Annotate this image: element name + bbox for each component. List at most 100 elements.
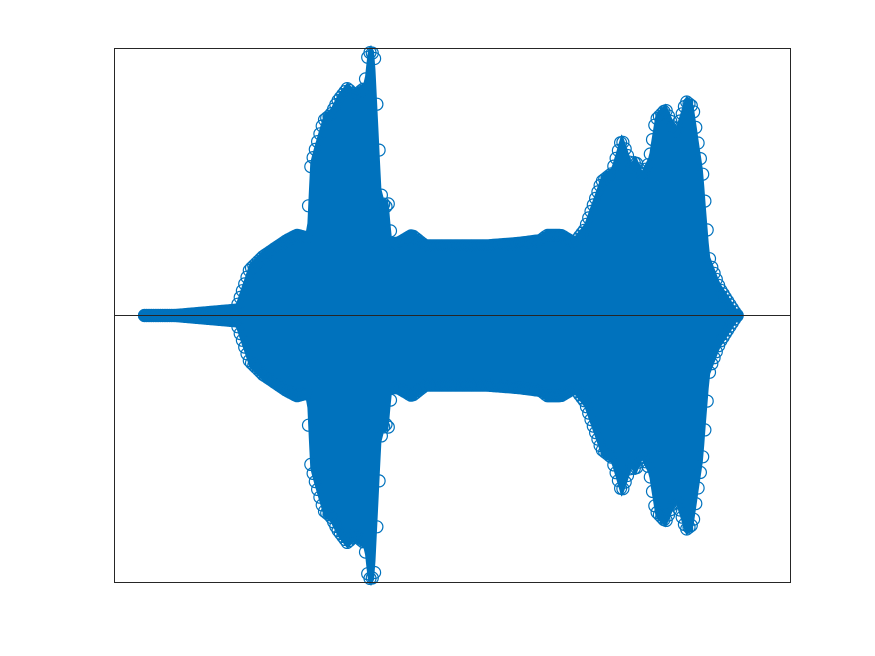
data-point-upper xyxy=(320,111,334,125)
data-point-lower xyxy=(379,417,393,431)
data-point-upper xyxy=(620,148,635,163)
data-point-lower xyxy=(320,506,334,520)
data-point-upper xyxy=(229,303,243,317)
data-point-upper xyxy=(299,231,313,245)
data-point-lower xyxy=(352,531,366,545)
data-point-lower xyxy=(591,432,605,446)
data-point-lower xyxy=(356,535,370,549)
data-point-upper xyxy=(714,283,728,297)
data-point-upper xyxy=(358,72,373,86)
data-point-lower xyxy=(254,365,268,379)
data-point-upper xyxy=(655,107,669,121)
data-point-lower xyxy=(272,378,286,392)
data-point-upper xyxy=(308,142,322,156)
data-point-lower xyxy=(372,474,386,488)
data-point-upper xyxy=(623,155,637,169)
data-point-upper xyxy=(356,82,370,96)
data-point-upper xyxy=(618,142,632,156)
data-point-lower xyxy=(242,354,256,368)
data-point-lower xyxy=(691,481,705,495)
data-point-lower xyxy=(689,497,703,511)
data-point-lower xyxy=(577,394,591,408)
data-point-lower xyxy=(655,510,669,524)
data-point-lower xyxy=(304,457,318,471)
data-point-upper xyxy=(304,160,318,174)
data-point-lower xyxy=(582,406,596,420)
data-point-upper xyxy=(645,133,660,147)
data-point-upper xyxy=(231,297,245,311)
data-point-upper xyxy=(340,81,354,96)
data-point-upper xyxy=(265,243,279,258)
data-point-upper xyxy=(641,158,655,172)
data-point-upper xyxy=(244,261,259,275)
data-point-upper xyxy=(347,89,361,103)
data-point-upper xyxy=(700,223,714,237)
data-point-lower xyxy=(313,490,327,504)
data-point-upper xyxy=(249,256,263,270)
data-point-lower xyxy=(374,429,388,443)
data-point-lower xyxy=(315,498,329,512)
data-point-upper xyxy=(723,298,737,312)
data-point-lower xyxy=(233,327,247,341)
data-point-upper xyxy=(579,217,594,231)
data-point-lower xyxy=(249,361,263,375)
data-point-upper xyxy=(698,194,712,208)
data-point-lower xyxy=(600,447,614,461)
data-point-upper xyxy=(402,230,416,244)
data-point-upper xyxy=(604,167,619,181)
data-point-lower xyxy=(643,470,657,484)
data-point-lower xyxy=(247,358,261,372)
data-point-upper xyxy=(254,252,268,266)
data-point-lower xyxy=(229,314,243,328)
data-point-upper xyxy=(370,97,384,111)
data-point-upper xyxy=(374,188,388,202)
data-point-upper xyxy=(368,51,382,66)
data-point-upper xyxy=(591,185,605,199)
data-point-lower xyxy=(705,357,719,371)
data-point-lower xyxy=(700,394,714,408)
data-point-upper xyxy=(707,266,721,280)
data-point-upper xyxy=(306,151,320,165)
data-point-upper xyxy=(682,97,696,111)
data-point-upper xyxy=(670,121,685,135)
data-point-lower xyxy=(702,365,717,379)
data-point-lower xyxy=(686,512,701,526)
data-point-upper xyxy=(705,260,719,274)
data-point-upper xyxy=(372,143,386,157)
data-point-lower xyxy=(673,503,687,517)
data-point-upper xyxy=(311,135,325,149)
data-point-lower xyxy=(308,475,322,489)
data-point-upper xyxy=(684,98,698,113)
data-point-lower xyxy=(347,528,361,542)
data-point-lower xyxy=(263,372,277,386)
data-point-lower xyxy=(607,458,621,472)
data-point-lower xyxy=(718,326,733,341)
axes-box xyxy=(114,48,791,583)
data-point-lower xyxy=(586,419,600,433)
data-point-upper xyxy=(242,263,256,277)
data-point-upper xyxy=(233,290,247,304)
data-point-upper xyxy=(600,170,614,184)
data-point-lower xyxy=(340,535,354,550)
data-point-upper xyxy=(632,162,646,176)
data-point-upper xyxy=(247,259,261,273)
data-point-lower xyxy=(616,482,630,496)
data-point-lower xyxy=(721,323,735,337)
data-point-lower xyxy=(301,418,316,432)
data-point-upper xyxy=(680,95,694,109)
data-point-upper xyxy=(301,199,316,213)
data-point-lower xyxy=(709,345,723,359)
data-point-lower xyxy=(244,356,259,370)
data-point-upper xyxy=(313,127,327,141)
data-point-upper xyxy=(696,167,710,181)
data-point-upper xyxy=(607,159,621,173)
data-point-upper xyxy=(709,272,723,286)
data-point-lower xyxy=(322,508,336,522)
data-point-lower xyxy=(238,340,252,354)
data-point-lower xyxy=(383,393,398,407)
data-point-lower xyxy=(680,522,694,536)
data-point-lower xyxy=(584,413,598,427)
data-point-lower xyxy=(645,484,660,498)
data-point-lower xyxy=(377,420,391,434)
